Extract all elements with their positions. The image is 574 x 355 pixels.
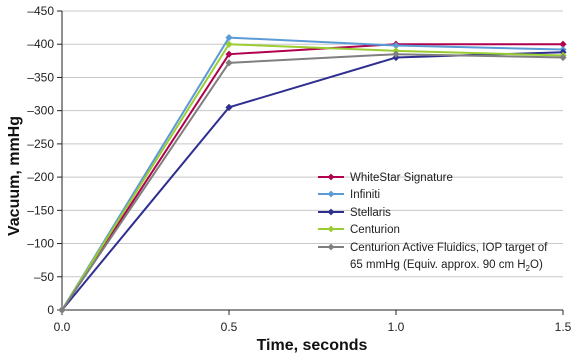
y-tick-label: –200 (27, 170, 54, 184)
data-point (225, 50, 233, 58)
x-axis-title: Time, seconds (257, 337, 368, 354)
legend-label: Centurion (350, 224, 400, 236)
data-point (559, 53, 567, 62)
y-axis-title: Vacuum, mmHg (6, 116, 23, 236)
series-line (61, 43, 564, 311)
legend-marker (327, 190, 335, 198)
series-2 (58, 33, 567, 314)
legend-label: Stellaris (350, 207, 391, 219)
data-point (225, 103, 233, 111)
series-line (61, 36, 564, 311)
series-lines (58, 33, 567, 314)
y-tick-label: 0 (47, 303, 54, 317)
legend-item: Infiniti (318, 189, 380, 201)
legend-item: Centurion (318, 224, 400, 236)
legend-label: WhiteStar Signature (350, 172, 453, 184)
axes (57, 10, 564, 315)
legend-label: Centurion Active Fluidics, IOP target of (350, 242, 548, 254)
series-line (61, 51, 564, 311)
legend-item: Centurion Active Fluidics, IOP target of… (318, 242, 548, 273)
legend-label-line2: 65 mmHg (Equiv. approx. 90 cm H2O) (350, 259, 543, 273)
y-tick-label: –150 (27, 203, 54, 217)
legend-marker (327, 208, 335, 216)
legend-marker (327, 173, 335, 181)
data-point (225, 59, 233, 67)
y-tick-label: –100 (27, 237, 54, 251)
y-tick-label: –250 (27, 137, 54, 151)
legend-label: Infiniti (350, 189, 380, 201)
x-tick-label: 1.5 (555, 320, 572, 334)
legend: WhiteStar Signature Infiniti Stellaris Cent… (318, 172, 548, 273)
y-tick-label: –300 (27, 104, 54, 118)
data-point (225, 33, 233, 42)
series-3 (58, 48, 567, 314)
data-point (392, 41, 400, 50)
legend-item: Stellaris (318, 207, 391, 219)
data-point (225, 40, 233, 48)
y-tick-label: –350 (27, 70, 54, 84)
grid-lines (62, 10, 563, 278)
legend-item: WhiteStar Signature (318, 172, 453, 184)
y-tick-labels: 0 –50 –100 –150 –200 –250 –300 –350 –400 –450 (27, 4, 54, 317)
legend-marker (327, 243, 335, 251)
data-point (58, 306, 66, 314)
y-tick-label: –50 (34, 270, 54, 284)
x-tick-label: 0.0 (54, 320, 71, 334)
series-line (61, 53, 564, 311)
x-tick-labels: 0.0 0.5 1.0 1.5 (54, 320, 572, 334)
y-tick-label: –450 (27, 4, 54, 18)
x-tick-label: 0.5 (221, 320, 238, 334)
legend-marker (327, 225, 335, 233)
series-line (61, 43, 563, 311)
series-5 (58, 50, 567, 314)
y-tick-label: –400 (27, 37, 54, 51)
data-point (392, 50, 400, 58)
x-tick-label: 1.0 (388, 320, 405, 334)
data-point (559, 40, 567, 48)
